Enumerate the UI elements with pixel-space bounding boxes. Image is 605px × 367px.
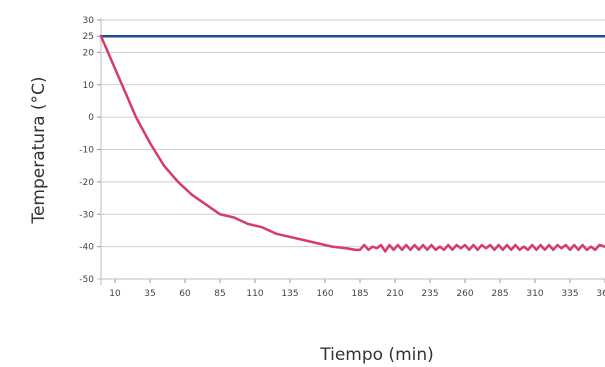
y-tick-label: -50 xyxy=(79,275,94,285)
y-tick-label: 10 xyxy=(83,81,95,91)
y-tick-label: 30 xyxy=(83,16,95,26)
grid-layer xyxy=(97,19,605,283)
x-tick-label: 285 xyxy=(491,289,508,299)
x-tick-label: 110 xyxy=(246,289,263,299)
x-axis-title: Tiempo (min) xyxy=(319,345,434,365)
x-tick-label: 160 xyxy=(316,289,333,299)
x-tick-label: 210 xyxy=(386,289,403,299)
x-tick-labels: 10 35 60 85 110 135 160 185 210 235 260 285 310 335 36… xyxy=(109,289,605,299)
x-tick-label: 35 xyxy=(144,289,155,299)
y-tick-label: 20 xyxy=(83,48,95,58)
y-tick-label: 25 xyxy=(83,32,94,42)
x-tick-label: 310 xyxy=(526,289,543,299)
y-axis-title: Temperatura (°C) xyxy=(29,76,49,224)
axis-layer xyxy=(97,18,605,285)
x-tick-label: 360 xyxy=(596,289,605,299)
x-tick-label: 85 xyxy=(214,289,225,299)
x-tick-label: 10 xyxy=(109,289,121,299)
series-line-pink xyxy=(99,34,605,253)
x-tick-label: 335 xyxy=(561,289,578,299)
x-tick-label: 60 xyxy=(179,289,191,299)
y-tick-label: -30 xyxy=(79,210,94,220)
y-tick-labels: 30 25 20 10 0 -10 -20 -30 -40 -50 xyxy=(79,16,94,285)
x-tick-label: 185 xyxy=(351,289,368,299)
x-tick-label: 135 xyxy=(281,289,298,299)
y-tick-label: -20 xyxy=(79,178,94,188)
y-tick-label: -40 xyxy=(79,243,94,253)
x-tick-label: 235 xyxy=(421,289,438,299)
x-tick-label: 260 xyxy=(456,289,473,299)
series-layer xyxy=(99,34,605,253)
y-tick-label: -10 xyxy=(79,146,94,156)
y-tick-label: 0 xyxy=(88,113,94,123)
